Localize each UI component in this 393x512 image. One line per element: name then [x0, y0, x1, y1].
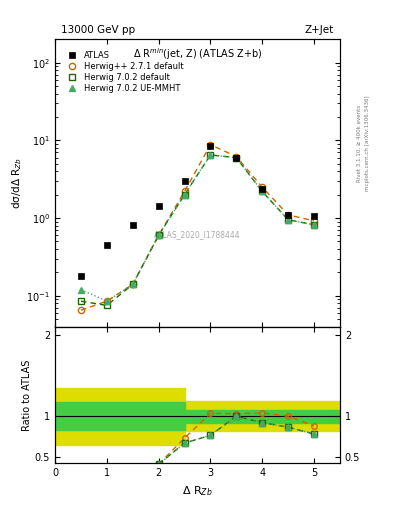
- Herwig++ 2.7.1 default: [105, 298, 109, 304]
- Text: mcplots.cern.ch [arXiv:1306.3436]: mcplots.cern.ch [arXiv:1306.3436]: [365, 96, 371, 191]
- ATLAS: [286, 212, 290, 218]
- Line: Herwig++ 2.7.1 default: Herwig++ 2.7.1 default: [78, 142, 317, 313]
- ATLAS: [234, 155, 239, 161]
- Line: Herwig 7.0.2 default: Herwig 7.0.2 default: [78, 152, 317, 309]
- ATLAS: [182, 178, 187, 184]
- Herwig++ 2.7.1 default: [79, 307, 83, 313]
- Y-axis label: dσ/dΔ R$_{Zb}$: dσ/dΔ R$_{Zb}$: [10, 157, 24, 209]
- ATLAS: [130, 222, 135, 228]
- Herwig 7.0.2 default: [130, 281, 135, 287]
- ATLAS: [156, 202, 161, 208]
- ATLAS: [312, 214, 316, 220]
- Text: ATLAS_2020_I1788444: ATLAS_2020_I1788444: [154, 230, 241, 239]
- Herwig 7.0.2 default: [312, 222, 316, 228]
- Herwig 7.0.2 UE-MMHT: [105, 298, 109, 304]
- Text: 13000 GeV pp: 13000 GeV pp: [61, 25, 135, 35]
- ATLAS: [105, 242, 109, 248]
- Herwig 7.0.2 UE-MMHT: [79, 287, 83, 293]
- Herwig++ 2.7.1 default: [286, 212, 290, 218]
- Line: ATLAS: ATLAS: [78, 143, 317, 279]
- Text: Rivet 3.1.10, ≥ 400k events: Rivet 3.1.10, ≥ 400k events: [357, 105, 362, 182]
- Herwig++ 2.7.1 default: [234, 154, 239, 160]
- Herwig 7.0.2 default: [182, 191, 187, 198]
- Line: Herwig 7.0.2 UE-MMHT: Herwig 7.0.2 UE-MMHT: [78, 152, 317, 304]
- Legend: ATLAS, Herwig++ 2.7.1 default, Herwig 7.0.2 default, Herwig 7.0.2 UE-MMHT: ATLAS, Herwig++ 2.7.1 default, Herwig 7.…: [62, 49, 185, 95]
- ATLAS: [260, 185, 264, 191]
- Text: Δ R$^{min}$(jet, Z) (ATLAS Z+b): Δ R$^{min}$(jet, Z) (ATLAS Z+b): [132, 47, 263, 62]
- Herwig 7.0.2 default: [79, 298, 83, 304]
- Herwig 7.0.2 UE-MMHT: [312, 222, 316, 228]
- Herwig 7.0.2 default: [286, 217, 290, 223]
- Herwig 7.0.2 UE-MMHT: [260, 188, 264, 195]
- Herwig++ 2.7.1 default: [182, 188, 187, 195]
- Herwig++ 2.7.1 default: [208, 142, 213, 148]
- Herwig++ 2.7.1 default: [260, 184, 264, 190]
- Herwig 7.0.2 default: [208, 152, 213, 158]
- Herwig++ 2.7.1 default: [130, 281, 135, 287]
- Herwig 7.0.2 UE-MMHT: [286, 217, 290, 223]
- Herwig++ 2.7.1 default: [312, 218, 316, 224]
- ATLAS: [79, 273, 83, 279]
- Herwig 7.0.2 UE-MMHT: [130, 281, 135, 287]
- Herwig 7.0.2 UE-MMHT: [208, 152, 213, 158]
- Herwig 7.0.2 default: [234, 155, 239, 161]
- Herwig 7.0.2 UE-MMHT: [182, 191, 187, 198]
- Herwig 7.0.2 default: [105, 303, 109, 309]
- Y-axis label: Ratio to ATLAS: Ratio to ATLAS: [22, 359, 32, 431]
- Herwig 7.0.2 UE-MMHT: [156, 232, 161, 239]
- ATLAS: [208, 143, 213, 149]
- Herwig 7.0.2 default: [156, 232, 161, 239]
- Herwig++ 2.7.1 default: [156, 232, 161, 239]
- Herwig 7.0.2 UE-MMHT: [234, 155, 239, 161]
- X-axis label: Δ R$_{Zb}$: Δ R$_{Zb}$: [182, 484, 213, 498]
- Herwig 7.0.2 default: [260, 188, 264, 195]
- Text: Z+Jet: Z+Jet: [305, 25, 334, 35]
